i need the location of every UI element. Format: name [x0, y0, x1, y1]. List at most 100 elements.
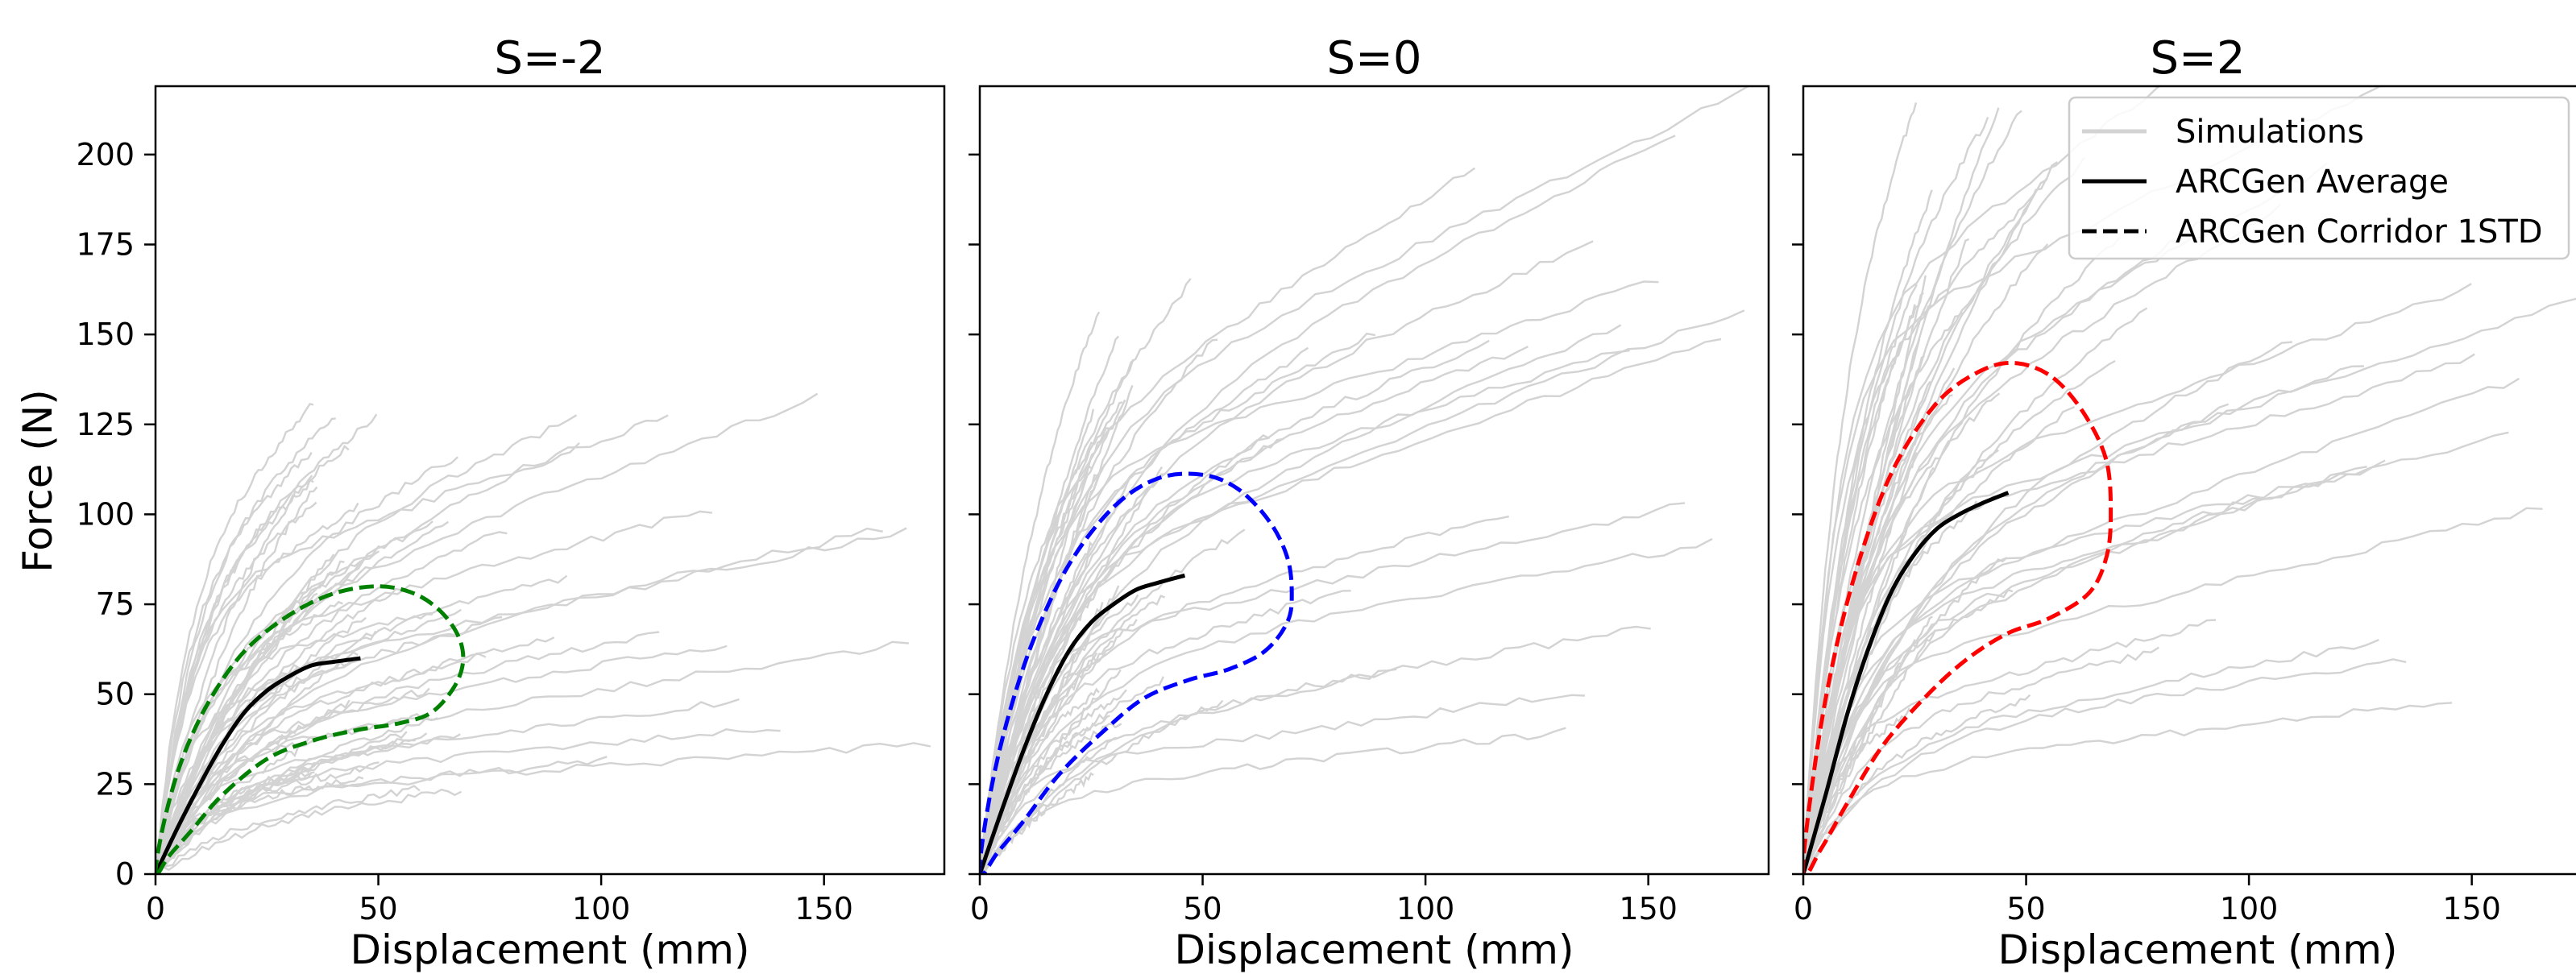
simulation-curve: [156, 414, 578, 874]
simulation-curve: [1803, 646, 2159, 874]
x-tick-label: 100: [1396, 891, 1455, 926]
simulation-curve: [1803, 102, 1918, 874]
panel-title: S=-2: [494, 32, 605, 85]
simulation-curve: [980, 135, 1676, 874]
simulation-curve: [156, 733, 461, 874]
simulation-curve: [1803, 297, 2576, 874]
x-tick-label: 50: [2006, 891, 2045, 926]
legend-label: Simulations: [2176, 114, 2364, 151]
legend-label: ARCGen Corridor 1STD: [2176, 213, 2543, 251]
y-tick-label: 75: [96, 586, 135, 622]
simulation-curve: [1803, 702, 2453, 874]
simulation-curve: [980, 408, 1094, 874]
x-axis-label: Displacement (mm): [1174, 926, 1574, 973]
simulation-curve: [1803, 658, 2407, 874]
simulation-curve: [1803, 615, 1933, 874]
simulation-curve: [156, 742, 931, 874]
simulation-curve: [156, 644, 728, 874]
average-line: [156, 656, 361, 874]
panel-3: 0 50 100 150 S=2 Displacement (mm): [1792, 32, 2576, 973]
legend-label: ARCGen Average: [2176, 164, 2449, 201]
simulation-curve: [1803, 459, 2386, 874]
legend-box: [2068, 96, 2570, 260]
simulation-curve: [980, 669, 1122, 874]
x-tick-label: 100: [572, 891, 631, 926]
simulation-curve: [156, 731, 408, 874]
simulation-curve: [980, 311, 1101, 874]
simulation-curve: [1803, 496, 2263, 874]
y-tick-label: 25: [96, 766, 135, 802]
simulation-curve: [1803, 638, 2379, 874]
simulation-curve: [1803, 619, 2217, 874]
simulation-curve: [156, 587, 401, 874]
panel-1: 0 50 100 150 0 25 50 75 100 125 150 175 200 S=-2 Displ…: [76, 32, 946, 973]
simulation-curve: [980, 515, 1509, 874]
simulation-curve: [980, 541, 1093, 874]
plot-area: [980, 86, 1751, 874]
simulation-curve: [980, 240, 1594, 874]
average-line: [980, 573, 1186, 874]
simulation-curve: [156, 756, 608, 874]
x-tick-label: 100: [2220, 891, 2279, 926]
x-tick-label: 50: [1183, 891, 1222, 926]
simulation-curve: [980, 309, 1745, 874]
simulation-curve: [1803, 507, 2543, 874]
simulation-curve: [980, 772, 1094, 874]
y-tick-label: 50: [96, 677, 135, 712]
simulation-curve: [1803, 177, 2047, 874]
x-tick-label: 150: [1619, 891, 1678, 926]
y-tick-label: 150: [76, 317, 135, 352]
y-axis-label: Force (N): [15, 389, 61, 573]
simulation-curve: [1803, 117, 1989, 874]
simulation-curve: [980, 537, 1713, 874]
simulation-curve: [980, 339, 1490, 874]
simulation-curve: [1803, 377, 2520, 874]
simulation-curve: [1803, 216, 2215, 874]
simulation-curve: [1803, 243, 2049, 874]
simulation-curve: [156, 520, 450, 874]
simulation-curve: [980, 346, 1309, 874]
simulation-curve: [1803, 161, 2058, 874]
y-tick-label: 175: [76, 226, 135, 262]
simulation-curve: [980, 590, 1351, 874]
simulation-curve: [156, 640, 909, 874]
simulation-curve: [1803, 353, 2475, 874]
corridor-line: [1803, 361, 2113, 874]
simulation-curve: [980, 400, 1123, 874]
simulation-curve: [980, 676, 1164, 874]
simulation-curve: [1803, 365, 2364, 874]
simulation-curve: [1803, 193, 2035, 874]
simulation-curve: [1803, 238, 1970, 874]
simulation-curve: [156, 417, 336, 874]
corridor-line: [156, 584, 466, 874]
simulation-curve: [1803, 236, 2122, 874]
x-tick-label: 0: [146, 891, 165, 926]
simulation-curve: [1803, 431, 2509, 874]
simulation-curve: [980, 625, 1651, 874]
simulation-curve: [980, 528, 1246, 874]
simulation-curve: [156, 631, 660, 874]
simulation-curve: [980, 668, 1397, 874]
simulation-curve: [156, 788, 463, 874]
simulation-curve: [156, 403, 314, 874]
simulation-curve: [156, 699, 351, 874]
legend: Simulations ARCGen Average ARCGen Corridor…: [2068, 96, 2570, 260]
simulation-curve: [156, 510, 712, 874]
simulation-curve: [156, 785, 421, 874]
panel-title: S=2: [2150, 32, 2245, 85]
axes-frame: [1802, 85, 2576, 876]
x-tick-label: 50: [359, 891, 397, 926]
simulation-curve: [156, 659, 353, 874]
x-tick-label: 150: [2442, 891, 2501, 926]
axes-frame: [154, 85, 946, 876]
simulation-curve: [1803, 311, 1963, 874]
simulation-curve: [980, 338, 1722, 874]
corridor-line: [980, 471, 1294, 874]
simulation-curve: [1803, 283, 2472, 874]
x-axis-label: Displacement (mm): [350, 926, 749, 973]
simulation-curve: [156, 444, 350, 874]
simulation-curve: [156, 574, 568, 874]
plot-area: [156, 392, 931, 874]
x-tick-label: 0: [970, 891, 989, 926]
